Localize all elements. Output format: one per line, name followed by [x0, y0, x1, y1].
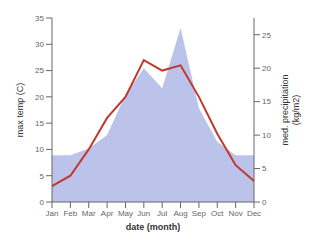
svg-text:Jul: Jul — [157, 209, 167, 218]
svg-text:10: 10 — [262, 131, 271, 140]
svg-text:Nov: Nov — [229, 209, 243, 218]
svg-text:5: 5 — [262, 164, 267, 173]
svg-text:date (month): date (month) — [126, 222, 181, 232]
svg-text:Sep: Sep — [192, 209, 207, 218]
svg-text:15: 15 — [262, 97, 271, 106]
svg-text:0: 0 — [40, 198, 45, 207]
svg-text:med. precipitation(kg/m2): med. precipitation(kg/m2) — [280, 74, 301, 145]
svg-text:20: 20 — [35, 93, 44, 102]
svg-text:0: 0 — [262, 198, 267, 207]
svg-text:25: 25 — [262, 31, 271, 40]
svg-text:Jan: Jan — [46, 209, 59, 218]
svg-text:Feb: Feb — [63, 209, 77, 218]
svg-text:20: 20 — [262, 64, 271, 73]
svg-text:25: 25 — [35, 66, 44, 75]
svg-text:Dec: Dec — [247, 209, 261, 218]
svg-text:30: 30 — [35, 40, 44, 49]
svg-text:Jun: Jun — [137, 209, 150, 218]
svg-text:Aug: Aug — [173, 209, 187, 218]
svg-text:Mar: Mar — [82, 209, 96, 218]
svg-text:Apr: Apr — [101, 209, 114, 218]
svg-text:10: 10 — [35, 145, 44, 154]
svg-text:15: 15 — [35, 119, 44, 128]
svg-text:Oct: Oct — [211, 209, 224, 218]
svg-text:35: 35 — [35, 14, 44, 23]
svg-text:max temp (C): max temp (C) — [15, 83, 25, 138]
svg-text:5: 5 — [40, 172, 45, 181]
svg-text:May: May — [118, 209, 133, 218]
